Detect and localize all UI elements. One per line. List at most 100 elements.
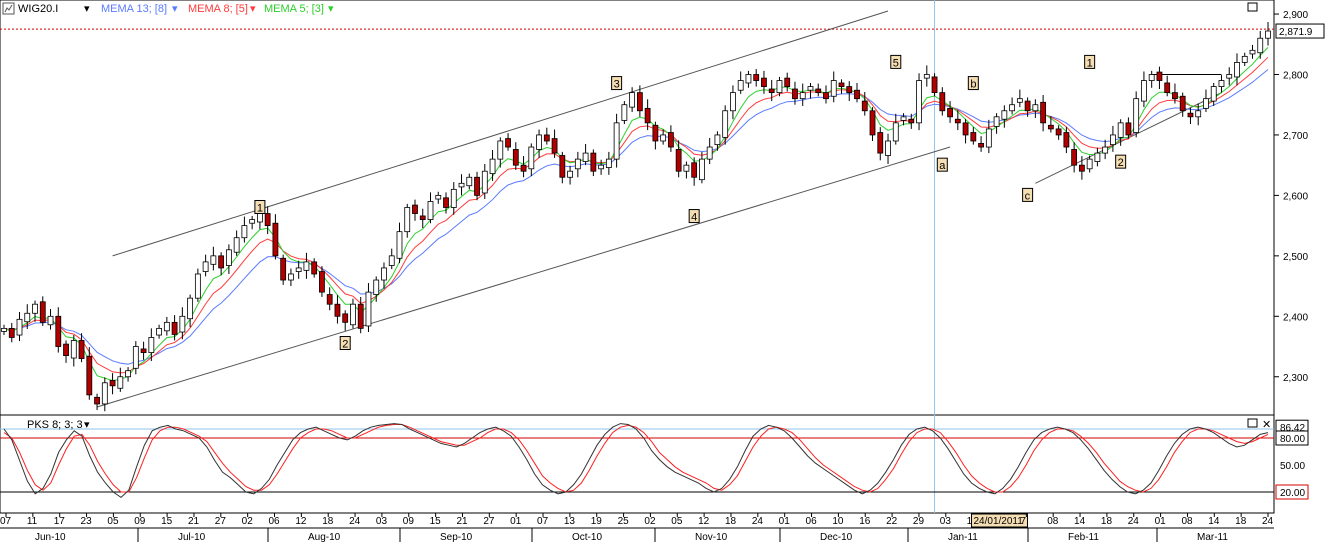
y-tick-label: 2,600 [1283, 191, 1308, 202]
maximize-price-panel-icon[interactable] [1247, 2, 1258, 12]
candle-body [94, 396, 100, 405]
candle-body [1226, 74, 1233, 79]
candle-body [233, 237, 240, 253]
osc-level-box [1275, 430, 1309, 446]
month-label: Jan-11 [948, 532, 978, 542]
candle-body [489, 158, 496, 175]
indicator-mema5-dropdown-icon[interactable]: ▾ [328, 3, 334, 15]
pks-signal-line [3, 424, 1269, 493]
oscillator-panel-frame [0, 414, 1275, 514]
close-oscillator-icon[interactable]: ✕ [1262, 419, 1271, 431]
candle-body [187, 297, 194, 320]
candle-body [520, 164, 527, 172]
candle-body [916, 80, 922, 124]
candle-body [303, 261, 310, 271]
candle-body [954, 118, 961, 124]
y-tick-label: 2,700 [1283, 131, 1308, 142]
candle-body [381, 267, 387, 281]
x-tick-label: 29 [913, 516, 925, 527]
last-price-box [1275, 23, 1325, 39]
maximize-oscillator-icon[interactable] [1247, 418, 1258, 428]
wave-label: 3 [614, 79, 620, 91]
wave-label-box [688, 209, 700, 224]
oscillator-label[interactable]: PKS 8; 3; 3 [27, 419, 83, 431]
candle-body [86, 355, 93, 396]
candle-body [1141, 80, 1147, 102]
candle-body [567, 170, 573, 178]
candle-body [730, 92, 736, 112]
candle-body [543, 134, 550, 142]
candle-body [388, 255, 395, 266]
month-label: Jun-10 [35, 532, 66, 542]
candle-body [985, 128, 992, 148]
candle-body [63, 343, 69, 356]
candle-body [132, 346, 139, 369]
candle-body [799, 92, 806, 100]
y-tick-label: 2,800 [1283, 70, 1308, 81]
month-label: Oct-10 [572, 532, 602, 542]
candle-body [652, 124, 659, 142]
indicator-mema13-dropdown-icon[interactable]: ▾ [172, 3, 178, 15]
indicator-mema5[interactable]: MEMA 5; [3] [264, 3, 324, 15]
candle-body [78, 340, 85, 360]
y-tick-label: 2,300 [1283, 373, 1308, 384]
y-tick-label: 2,500 [1283, 252, 1308, 263]
candle-body [109, 379, 116, 387]
wave-label: b [970, 79, 976, 91]
candle-body [450, 188, 457, 208]
candle-body [691, 162, 698, 178]
candle-body [1179, 95, 1186, 112]
candle-body [295, 267, 302, 272]
wave-label-box [936, 157, 948, 172]
candle-body [505, 138, 511, 148]
symbol-dropdown-icon[interactable]: ▾ [84, 3, 90, 15]
candle-body [8, 327, 15, 338]
candle-body [1102, 146, 1109, 154]
candle-body [210, 255, 217, 265]
candle-body [1203, 98, 1209, 109]
x-tick-label: 08 [1181, 516, 1193, 527]
candle-body [225, 249, 232, 266]
month-label: Jul-10 [178, 532, 206, 542]
x-tick-label: 24 [1262, 516, 1274, 527]
crosshair-date-box [970, 513, 1028, 528]
candle-body [264, 213, 271, 227]
symbol-label[interactable]: WIG20.I [18, 3, 58, 15]
indicator-mema8[interactable]: MEMA 8; [5] [188, 3, 248, 15]
candle-body [342, 313, 349, 323]
candle-body [582, 152, 589, 162]
candle-body [807, 86, 814, 91]
month-label: Sep-10 [440, 532, 473, 542]
candle-body [900, 116, 907, 121]
x-tick-label: 01 [1155, 516, 1167, 527]
candle-body [629, 92, 636, 108]
candle-body [908, 118, 915, 124]
indicator-mema13[interactable]: MEMA 13; [8] [101, 3, 167, 15]
candle-body [249, 219, 256, 224]
oscillator-dropdown-icon[interactable]: ▾ [84, 419, 90, 431]
month-label: Aug-10 [308, 532, 341, 542]
x-tick-label: 14 [1074, 516, 1086, 527]
candle-body [761, 77, 767, 87]
price-panel-frame [0, 0, 1275, 416]
candle-body [350, 303, 356, 326]
candle-body [931, 76, 938, 94]
x-tick-label: 16 [859, 516, 871, 527]
osc-level-box [1275, 484, 1309, 500]
candle-body [272, 222, 279, 257]
chart-icon-glyph [4, 4, 13, 13]
x-tick-label: 24 [752, 516, 764, 527]
toolbar: WIG20.I ▾ MEMA 13; [8] ▾ MEMA 8; [5] ▾ M… [2, 2, 1258, 15]
candle-body [171, 321, 178, 335]
x-tick-label: 03 [376, 516, 388, 527]
candle-body [885, 140, 891, 156]
wave-label-box [254, 199, 266, 214]
x-tick-label: 05 [671, 516, 683, 527]
wave-label-box [1022, 187, 1034, 202]
indicator-mema8-dropdown-icon[interactable]: ▾ [250, 3, 256, 15]
candle-body [443, 197, 449, 208]
chart-icon[interactable] [2, 2, 15, 15]
candle-body [923, 74, 930, 79]
candle-body [605, 158, 612, 168]
